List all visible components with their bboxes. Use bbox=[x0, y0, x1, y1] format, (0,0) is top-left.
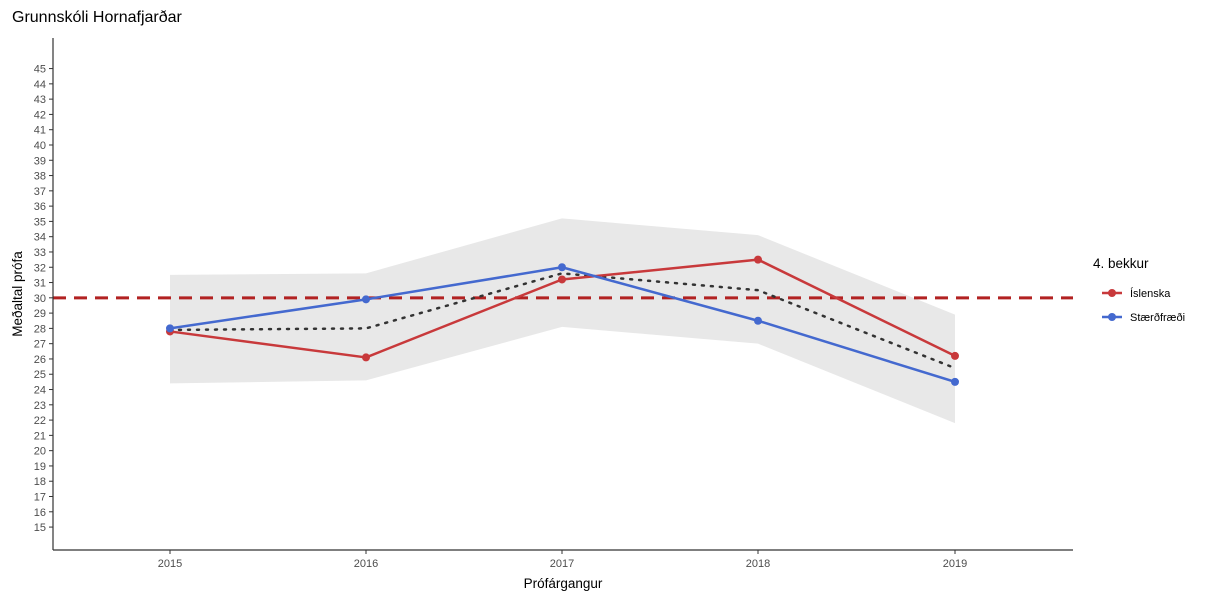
data-point bbox=[362, 353, 370, 362]
confidence-ribbon-layer bbox=[170, 218, 955, 424]
y-tick-label: 17 bbox=[34, 492, 46, 504]
legend-item-2: Stærðfræði bbox=[1102, 312, 1185, 324]
legend-items: Íslenska Stærðfræði bbox=[1102, 287, 1185, 324]
y-tick-label: 35 bbox=[34, 216, 46, 228]
data-point bbox=[951, 377, 959, 386]
y-tick-label: 25 bbox=[34, 369, 46, 381]
chart-title: Grunnskóli Hornafjarðar bbox=[12, 9, 183, 26]
y-tick-label: 40 bbox=[34, 140, 46, 152]
y-axis-ticks: 15 16 17 18 19 20 21 22 23 24 25 26 27 28 29 30 31 32 33 34… bbox=[34, 64, 53, 534]
y-tick-label: 32 bbox=[34, 262, 46, 274]
data-point bbox=[166, 324, 174, 333]
x-axis-ticks: 2015 2016 2017 2018 2019 bbox=[158, 550, 967, 570]
data-point bbox=[754, 255, 762, 264]
x-tick-label: 2015 bbox=[158, 558, 182, 570]
y-tick-label: 41 bbox=[34, 125, 46, 137]
y-tick-label: 22 bbox=[34, 415, 46, 427]
y-tick-label: 34 bbox=[34, 232, 46, 244]
series-layer bbox=[166, 255, 959, 386]
y-tick-label: 19 bbox=[34, 461, 46, 473]
x-tick-label: 2019 bbox=[943, 558, 967, 570]
data-point bbox=[558, 275, 566, 284]
data-point bbox=[754, 316, 762, 325]
axes bbox=[52, 38, 1073, 551]
y-tick-label: 20 bbox=[34, 446, 46, 458]
legend-swatch-point bbox=[1108, 289, 1116, 297]
x-axis-title: Prófárgangur bbox=[524, 576, 603, 591]
legend: 4. bekkur Íslenska Stærðfræði bbox=[1093, 256, 1185, 324]
y-tick-label: 18 bbox=[34, 476, 46, 488]
y-tick-label: 39 bbox=[34, 155, 46, 167]
x-tick-label: 2017 bbox=[550, 558, 574, 570]
confidence-ribbon bbox=[170, 218, 955, 424]
data-point bbox=[951, 351, 959, 360]
y-tick-label: 15 bbox=[34, 522, 46, 534]
y-tick-label: 24 bbox=[34, 385, 46, 397]
y-tick-label: 37 bbox=[34, 186, 46, 198]
y-tick-label: 43 bbox=[34, 94, 46, 106]
y-tick-label: 31 bbox=[34, 278, 46, 290]
y-tick-label: 38 bbox=[34, 171, 46, 183]
y-tick-label: 28 bbox=[34, 323, 46, 335]
y-tick-label: 26 bbox=[34, 354, 46, 366]
average-line bbox=[168, 272, 957, 370]
y-tick-label: 30 bbox=[34, 293, 46, 305]
legend-item-1: Íslenska bbox=[1102, 287, 1171, 300]
y-tick-label: 23 bbox=[34, 400, 46, 412]
data-point bbox=[362, 295, 370, 304]
x-tick-label: 2018 bbox=[746, 558, 770, 570]
legend-label: Íslenska bbox=[1130, 287, 1171, 300]
x-tick-label: 2016 bbox=[354, 558, 378, 570]
legend-swatch-point bbox=[1108, 313, 1116, 321]
series-1 bbox=[166, 255, 959, 362]
y-tick-label: 45 bbox=[34, 64, 46, 76]
y-tick-label: 36 bbox=[34, 201, 46, 213]
y-tick-label: 27 bbox=[34, 339, 46, 351]
average-line-layer bbox=[168, 272, 957, 370]
y-tick-label: 42 bbox=[34, 109, 46, 121]
y-tick-label: 21 bbox=[34, 430, 46, 442]
y-tick-label: 33 bbox=[34, 247, 46, 259]
y-tick-label: 44 bbox=[34, 79, 46, 91]
series-2 bbox=[166, 263, 959, 386]
data-point bbox=[558, 263, 566, 272]
legend-title: 4. bekkur bbox=[1093, 256, 1149, 271]
y-axis-title: Meðaltal prófa bbox=[10, 251, 25, 337]
legend-label: Stærðfræði bbox=[1130, 312, 1185, 324]
y-tick-label: 29 bbox=[34, 308, 46, 320]
y-tick-label: 16 bbox=[34, 507, 46, 519]
